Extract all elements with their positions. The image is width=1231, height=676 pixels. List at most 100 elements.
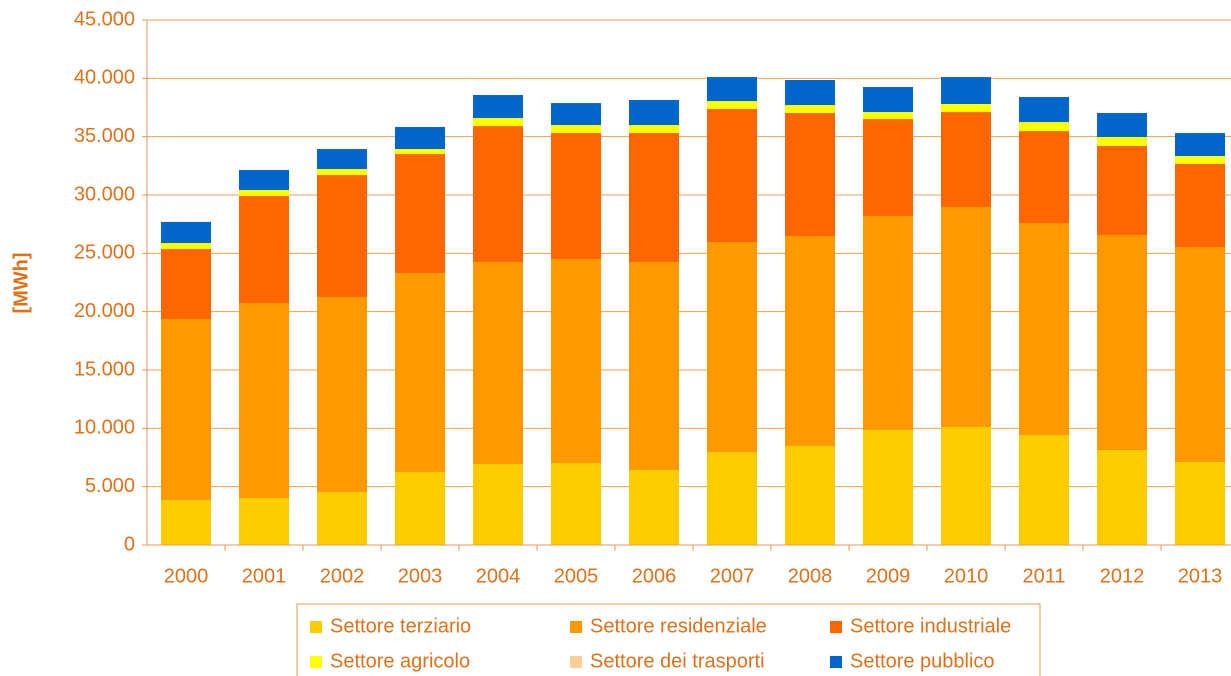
bar-segment xyxy=(239,497,289,545)
y-tick-label: 25.000 xyxy=(74,242,135,264)
x-tick-label: 2003 xyxy=(398,565,443,587)
bar-segment xyxy=(239,189,289,197)
bar-segment xyxy=(473,118,523,127)
x-tick-label: 2001 xyxy=(242,565,287,587)
bar-segment xyxy=(239,196,289,304)
bar-segment xyxy=(629,133,679,262)
bar-segment xyxy=(785,112,835,237)
x-tick-label: 2007 xyxy=(710,565,755,587)
bar-segment xyxy=(941,112,991,208)
bar-segment xyxy=(239,303,289,498)
bar-segment xyxy=(629,261,679,470)
y-tick-label: 30.000 xyxy=(74,183,135,205)
y-axis-label: [MWh] xyxy=(10,252,32,313)
y-tick-label: 35.000 xyxy=(74,125,135,147)
bar-segment xyxy=(785,445,835,545)
legend-swatch xyxy=(310,621,322,633)
bar-segment xyxy=(941,427,991,545)
x-tick-label: 2013 xyxy=(1178,565,1223,587)
bar-segment xyxy=(1019,223,1069,435)
bar-segment xyxy=(629,469,679,545)
bar-segment xyxy=(1175,462,1225,545)
bar-segment xyxy=(551,133,601,260)
bar-segment xyxy=(161,243,211,250)
x-tick-label: 2009 xyxy=(866,565,911,587)
bar-segment xyxy=(629,125,679,134)
bar-segment xyxy=(161,249,211,320)
x-tick-label: 2000 xyxy=(164,565,209,587)
bar-segment xyxy=(239,170,289,190)
bar-segment xyxy=(473,261,523,465)
bar-segment xyxy=(1019,434,1069,545)
bar-segment xyxy=(707,452,757,545)
legend-swatch xyxy=(830,656,842,668)
bar-segment xyxy=(941,77,991,104)
bar-segment xyxy=(1097,450,1147,545)
y-tick-label: 40.000 xyxy=(74,67,135,89)
bar-segment xyxy=(1019,131,1069,223)
legend-swatch xyxy=(570,656,582,668)
bar-segment xyxy=(1097,137,1147,146)
bar-segment xyxy=(161,221,211,244)
bar-segment xyxy=(629,100,679,125)
y-tick-label: 45.000 xyxy=(74,8,135,30)
bar-segment xyxy=(707,242,757,453)
bar-segment xyxy=(785,79,835,106)
bar-segment xyxy=(317,168,367,176)
bar-segment xyxy=(161,319,211,500)
bar-segment xyxy=(317,175,367,297)
legend-box xyxy=(296,603,1041,676)
bar-segment xyxy=(863,112,913,120)
y-tick-label: 0 xyxy=(124,533,135,555)
legend-swatch xyxy=(830,621,842,633)
y-tick-label: 10.000 xyxy=(74,417,135,439)
bar-segment xyxy=(941,207,991,428)
x-tick-label: 2008 xyxy=(788,565,833,587)
legend-label: Settore agricolo xyxy=(330,650,470,672)
legend-swatch xyxy=(310,656,322,668)
legend-label: Settore terziario xyxy=(330,615,471,637)
bar-segment xyxy=(395,154,445,274)
bar-segment xyxy=(161,499,211,545)
bar-segment xyxy=(473,126,523,262)
bar-segment xyxy=(1097,235,1147,451)
bar-segment xyxy=(1019,97,1069,123)
x-tick-label: 2005 xyxy=(554,565,599,587)
x-tick-label: 2002 xyxy=(320,565,365,587)
legend-swatch xyxy=(570,621,582,633)
legend-label: Settore residenziale xyxy=(590,615,767,637)
bar-segment xyxy=(473,95,523,118)
bar-segment xyxy=(1175,133,1225,157)
x-tick-label: 2011 xyxy=(1022,565,1065,587)
bar-segment xyxy=(551,259,601,463)
bar-segment xyxy=(1097,146,1147,236)
bar-segment xyxy=(707,77,757,102)
x-tick-label: 2004 xyxy=(476,565,521,587)
bar-segment xyxy=(785,236,835,446)
x-tick-label: 2012 xyxy=(1100,565,1145,587)
bar-segment xyxy=(1097,112,1147,138)
bar-segment xyxy=(317,492,367,545)
x-tick-label: 2010 xyxy=(944,565,989,587)
bar-segment xyxy=(1019,122,1069,132)
bar-segment xyxy=(473,464,523,545)
bar-segment xyxy=(317,296,367,493)
y-tick-label: 15.000 xyxy=(74,358,135,380)
bar-segment xyxy=(707,109,757,243)
bar-segment xyxy=(863,86,913,113)
bar-segment xyxy=(551,103,601,125)
y-tick-label: 20.000 xyxy=(74,300,135,322)
bar-segment xyxy=(395,126,445,150)
legend-label: Settore pubblico xyxy=(850,650,995,672)
bar-segment xyxy=(941,104,991,113)
bar-segment xyxy=(1175,156,1225,164)
legend-label: Settore industriale xyxy=(850,615,1011,637)
bar-segment xyxy=(395,149,445,155)
bar-segment xyxy=(785,105,835,113)
bar-segment xyxy=(863,429,913,545)
bar-segment xyxy=(317,149,367,169)
bar-segment xyxy=(863,216,913,430)
x-tick-label: 2006 xyxy=(632,565,677,587)
bar-segment xyxy=(1175,163,1225,248)
